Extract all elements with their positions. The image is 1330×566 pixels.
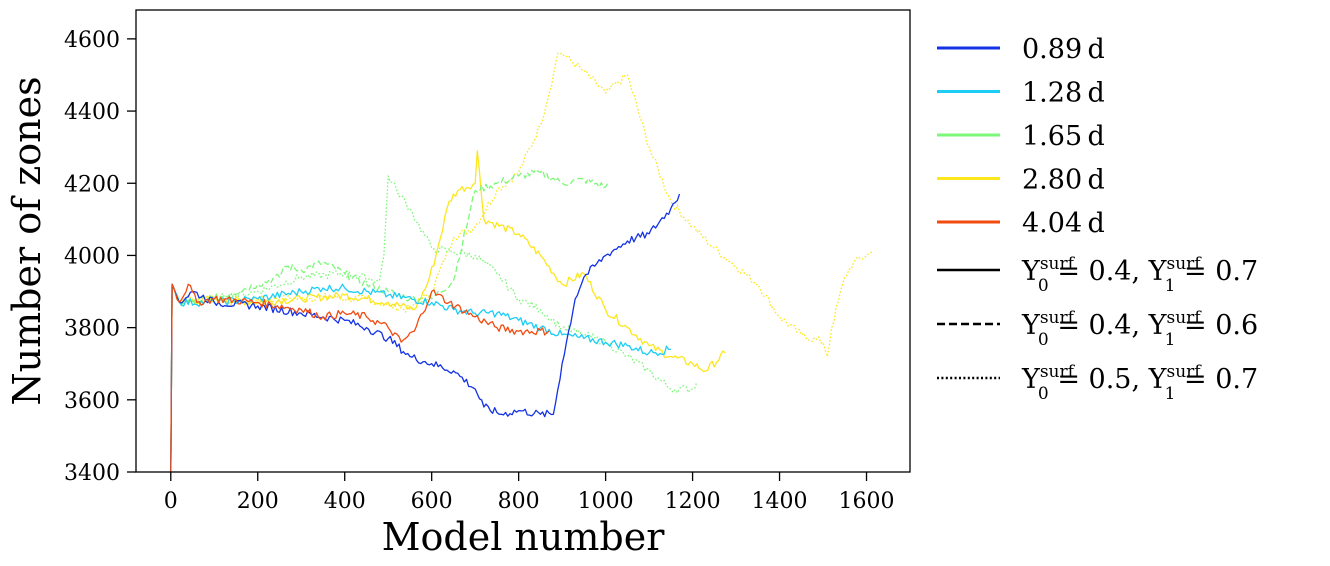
y-axis: 3400 3600 3800 4000 4200 4400 4600 [64, 28, 136, 486]
x-tick-label: 800 [498, 489, 540, 514]
series-line-6 [170, 283, 550, 472]
y-axis-title: Number of zones [5, 76, 49, 405]
x-axis: 0 200 400 600 800 1000 1200 1400 1600 [164, 472, 895, 514]
legend-label-period: 2.80 d [1022, 165, 1105, 196]
x-tick-label: 1000 [578, 489, 634, 514]
x-axis-title: Model number [382, 515, 666, 559]
plot-area: 0 200 400 600 800 1000 1200 1400 1600 3400 3600 38… [64, 9, 911, 514]
legend: 0.89 d 1.28 d 1.65 d 2.80 d 4.04 d Ysurf 0 = 0… [937, 34, 1258, 404]
y-tick-label: 3800 [64, 317, 120, 342]
series-line-5 [170, 193, 681, 472]
legend-label-period: 4.04 d [1022, 208, 1105, 239]
x-tick-label: 400 [324, 489, 366, 514]
legend-label-style: Ysurf 0 = 0.5, Ysurf 1 = 0.7 [1021, 362, 1258, 404]
x-tick-label: 1600 [839, 489, 895, 514]
x-tick-label: 600 [411, 489, 453, 514]
x-tick-label: 200 [237, 489, 279, 514]
series-line-0 [170, 52, 874, 472]
legend-label-period: 0.89 d [1022, 34, 1105, 65]
series-line-2 [170, 168, 611, 472]
legend-label-style: Ysurf 0 = 0.4, Ysurf 1 = 0.6 [1021, 308, 1258, 350]
x-tick-label: 0 [164, 489, 178, 514]
y-tick-label: 4000 [64, 244, 120, 269]
legend-label-period: 1.65 d [1022, 121, 1105, 152]
series-layer [170, 52, 874, 472]
y-tick-label: 4600 [64, 28, 120, 53]
x-tick-label: 1200 [665, 489, 721, 514]
plot-frame [135, 9, 911, 473]
y-tick-label: 4400 [64, 100, 120, 125]
y-tick-label: 4200 [64, 172, 120, 197]
y-tick-label: 3600 [64, 389, 120, 414]
series-line-3 [170, 175, 698, 472]
legend-label-period: 1.28 d [1022, 78, 1105, 109]
legend-label-style: Ysurf 0 = 0.4, Ysurf 1 = 0.7 [1021, 254, 1258, 296]
x-tick-label: 1400 [752, 489, 808, 514]
series-line-1 [170, 150, 726, 472]
y-tick-label: 3400 [64, 461, 120, 486]
series-line-4 [170, 283, 671, 472]
